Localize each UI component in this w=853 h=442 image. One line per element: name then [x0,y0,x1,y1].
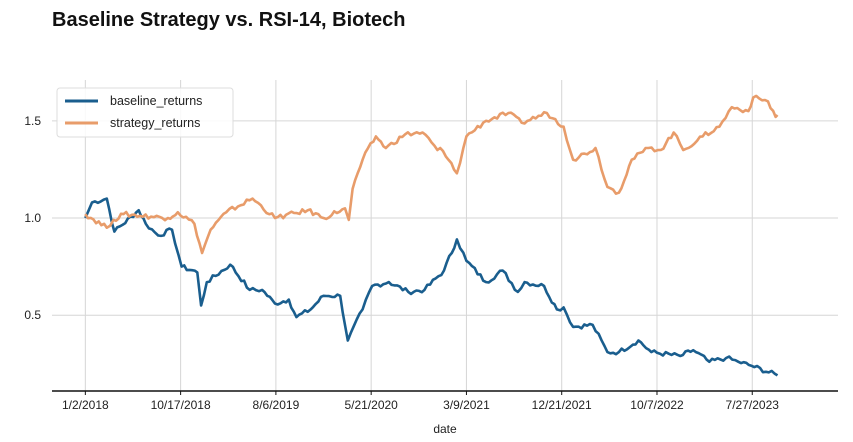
series-lines [84,94,779,377]
y-axis-ticks: 0.5 1.0 1.5 [24,114,41,322]
x-tick-label: 7/27/2023 [726,398,780,412]
x-tick-label: 5/21/2020 [344,398,398,412]
x-tick-label: 1/2/2018 [62,398,109,412]
x-tick-label: 12/21/2021 [532,398,592,412]
x-tick-label: 10/7/2022 [630,398,684,412]
legend: baseline_returns strategy_returns [56,87,234,138]
legend-box [56,87,234,138]
y-tick-label: 0.5 [24,308,41,322]
x-axis-label: date [433,422,457,436]
legend-label-strategy: strategy_returns [110,116,200,130]
series-line-strategy-returns [84,94,779,255]
x-axis-ticks: 1/2/2018 10/17/2018 8/6/2019 5/21/2020 3/9/2… [62,391,779,412]
legend-label-baseline: baseline_returns [110,94,202,108]
y-tick-label: 1.5 [24,114,41,128]
chart-title: Baseline Strategy vs. RSI-14, Biotech [52,9,406,31]
x-tick-label: 3/9/2021 [443,398,490,412]
x-tick-label: 8/6/2019 [253,398,300,412]
series-line-baseline-returns [84,197,779,377]
x-tick-label: 10/17/2018 [151,398,211,412]
y-tick-label: 1.0 [24,211,41,225]
